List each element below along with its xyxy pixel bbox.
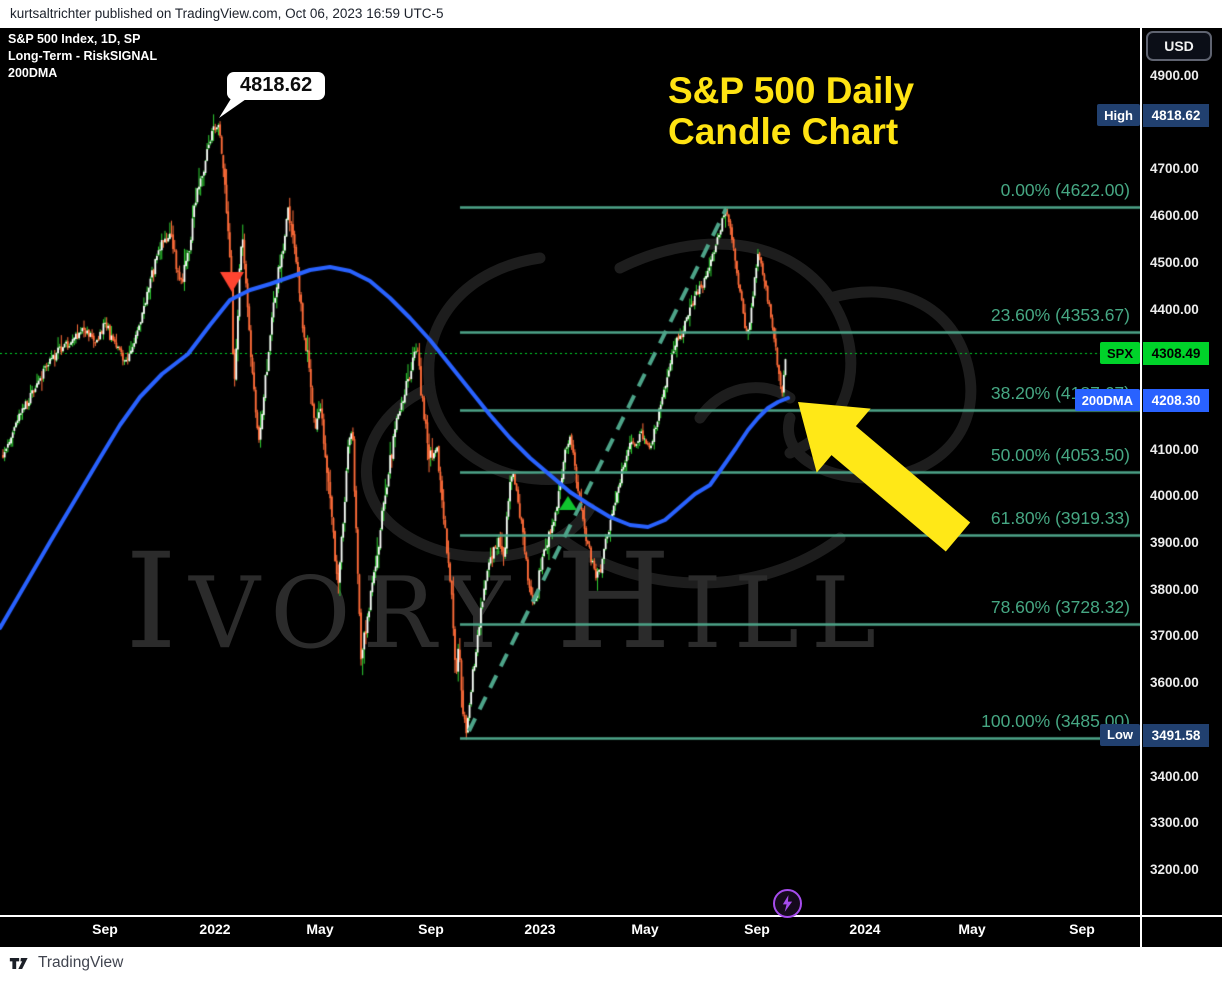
chart-title-line1: S&P 500 Daily: [668, 70, 915, 111]
fib-level-label: 23.60% (4353.67): [990, 305, 1130, 326]
spx-last-price-value: 4308.49: [1143, 342, 1209, 366]
chart-title-annotation: S&P 500 Daily Candle Chart: [668, 70, 914, 152]
fib-level-label: 100.00% (3485.00): [981, 710, 1130, 731]
time-axis-label: Sep: [418, 921, 444, 937]
high-badge-label: High: [1097, 104, 1140, 126]
high-badge-value: 4818.62: [1143, 104, 1209, 127]
low-badge-value: 3491.58: [1143, 723, 1209, 747]
lightning-bolt-icon: [782, 895, 793, 912]
chart-legend[interactable]: S&P 500 Index, 1D, SP Long-Term - RiskSI…: [8, 31, 157, 82]
time-axis-label: 2022: [199, 921, 231, 937]
chart-title-line2: Candle Chart: [668, 111, 899, 152]
fib-level-label: 0.00% (4622.00): [1000, 179, 1130, 200]
high-price-callout: 4818.62: [227, 72, 326, 100]
price-chart-canvas[interactable]: [0, 28, 1141, 915]
time-axis-label: May: [631, 921, 659, 937]
time-axis-label: May: [958, 921, 986, 937]
time-axis-separator[interactable]: [0, 915, 1222, 917]
lightning-indicator-icon: [773, 889, 802, 918]
tradingview-brand-text[interactable]: TradingView: [38, 954, 124, 971]
time-axis-label: 2024: [849, 921, 881, 937]
price-axis-tick: 4100.00: [1150, 441, 1199, 457]
high-price-callout-value: 4818.62: [240, 74, 313, 96]
currency-badge: USD: [1146, 31, 1212, 61]
price-axis-tick: 4500.00: [1150, 254, 1199, 270]
low-badge-label: Low: [1100, 723, 1140, 746]
fib-level-label: 50.00% (4053.50): [990, 445, 1130, 466]
price-axis-tick: 4400.00: [1150, 301, 1199, 317]
callout-tail: [219, 97, 249, 118]
price-axis-tick: 3700.00: [1150, 628, 1199, 644]
publish-info-bar: kurtsaltrichter published on TradingView…: [0, 0, 1222, 28]
time-axis-label: Sep: [92, 921, 118, 937]
price-axis-tick: 4900.00: [1150, 68, 1199, 83]
ma-badge-value: 4208.30: [1143, 389, 1209, 413]
ma-badge-label: 200DMA: [1074, 389, 1140, 412]
spx-last-price-label: SPX: [1099, 342, 1140, 365]
fib-level-label: 61.80% (3919.33): [990, 507, 1130, 528]
time-axis-label: Sep: [744, 921, 770, 937]
price-axis-tick: 3400.00: [1150, 768, 1199, 784]
price-axis-tick: 3200.00: [1150, 861, 1199, 877]
price-axis-tick: 4600.00: [1150, 208, 1199, 224]
tradingview-logo-icon[interactable]: [9, 956, 31, 971]
price-axis-separator[interactable]: [1140, 28, 1142, 947]
legend-indicator[interactable]: 200DMA: [8, 66, 58, 80]
time-axis-label: Sep: [1069, 921, 1095, 937]
price-axis-tick: 4700.00: [1150, 161, 1199, 177]
price-axis-tick: 3900.00: [1150, 535, 1199, 550]
legend-strategy[interactable]: Long-Term - RiskSIGNAL: [8, 49, 158, 63]
price-axis-tick: 4000.00: [1150, 488, 1199, 504]
time-axis-label: May: [306, 921, 334, 937]
legend-symbol[interactable]: S&P 500 Index, 1D, SP: [8, 32, 141, 46]
price-axis-tick: 3800.00: [1150, 581, 1199, 597]
fib-level-label: 78.60% (3728.32): [990, 597, 1130, 618]
price-axis-tick: 3300.00: [1150, 815, 1199, 831]
price-axis-tick: 3600.00: [1150, 675, 1199, 691]
footer-bar: TradingView: [0, 947, 1222, 981]
publish-info-text: kurtsaltrichter published on TradingView…: [10, 6, 444, 21]
time-axis-label: 2023: [524, 921, 556, 937]
